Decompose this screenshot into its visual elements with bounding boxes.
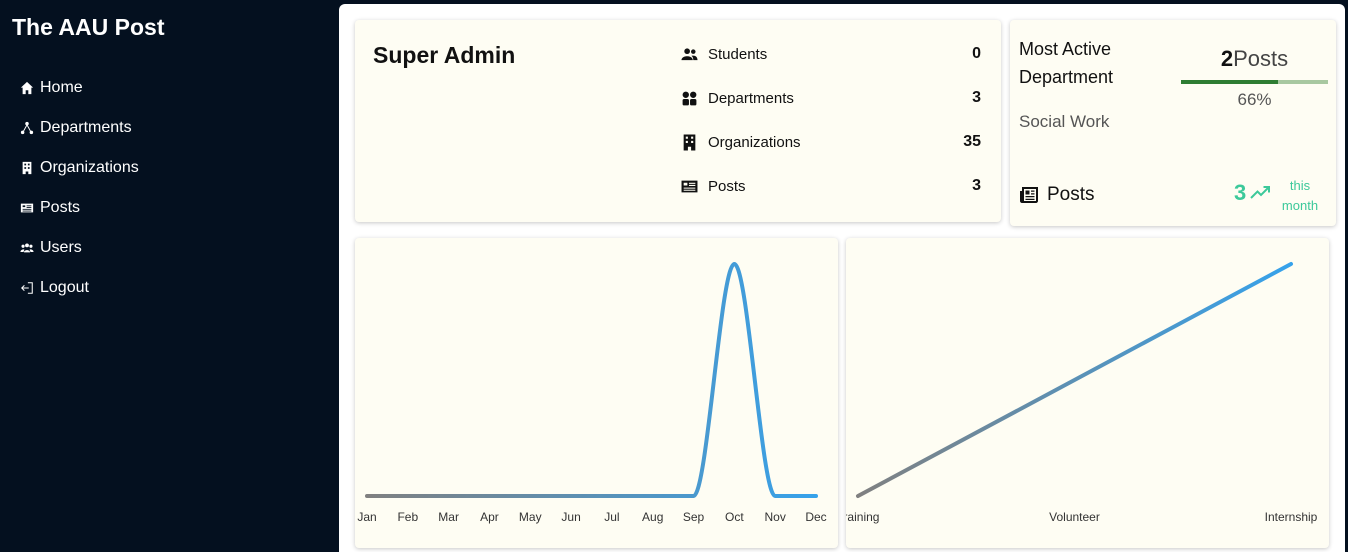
sidebar-item-users[interactable]: Users — [20, 228, 139, 268]
x-tick-label: Mar — [438, 510, 459, 524]
sidebar-item-logout[interactable]: Logout — [20, 268, 139, 308]
most-active-department: Social Work — [1019, 112, 1110, 131]
sidebar-item-label: Organizations — [40, 159, 139, 176]
x-tick-label: Volunteer — [1049, 510, 1100, 524]
stat-value: 0 — [972, 45, 981, 62]
stat-label: Organizations — [708, 133, 801, 151]
x-tick-label: Nov — [765, 510, 786, 524]
stat-value: 3 — [972, 177, 981, 194]
sidebar-item-label: Posts — [40, 199, 81, 216]
brand-title: The AAU Post — [12, 14, 165, 40]
user-group-icon — [681, 46, 708, 63]
sidebar-item-label: Departments — [40, 119, 132, 136]
sidebar-item-home[interactable]: Home — [20, 68, 139, 108]
posts-by-category-chart: Training Volunteer Internship — [846, 238, 1329, 548]
sidebar-item-posts[interactable]: Posts — [20, 188, 139, 228]
stat-label: Posts — [708, 177, 746, 195]
sidebar-item-label: Users — [40, 239, 82, 256]
stat-value: 35 — [963, 133, 981, 150]
x-tick-label: Sep — [683, 510, 705, 524]
posts-count-unit: Posts — [1233, 46, 1289, 71]
most-active-card: Most Active Department Social Work 2Post… — [1010, 20, 1336, 226]
progress-percent: 66% — [1237, 90, 1272, 109]
stat-posts: Posts 3 — [681, 164, 981, 208]
grid-icon — [681, 90, 708, 107]
series-line — [365, 261, 818, 498]
x-tick-label: Aug — [642, 510, 663, 524]
posts-this-month-label: Posts — [1019, 184, 1095, 206]
users-icon — [20, 241, 40, 255]
sidebar-item-departments[interactable]: Departments — [20, 108, 139, 148]
x-tick-label: May — [519, 510, 542, 524]
most-active-title: Most Active Department — [1019, 39, 1114, 87]
stat-departments: Departments 3 — [681, 76, 981, 120]
home-icon — [20, 81, 40, 95]
line-chart-monthly: Jan Feb Mar Apr May Jun Jul Aug Sep Oct Nov Dec — [357, 261, 827, 524]
x-tick-label: Oct — [725, 510, 744, 524]
x-tick-label: Internship — [1265, 510, 1318, 524]
admin-summary-card: Super Admin Students 0 Departments 3 Org… — [355, 20, 1001, 222]
line-chart-category: Training Volunteer Internship — [846, 262, 1318, 524]
newspaper-icon — [20, 201, 40, 215]
progress-bar-fill — [1181, 80, 1279, 84]
monthly-posts-value: 3 — [1234, 180, 1247, 205]
this-month-label: this month — [1281, 178, 1319, 213]
posts-count-value: 2 — [1220, 46, 1234, 71]
sidebar: The AAU Post Home Departments Organizati… — [0, 0, 339, 552]
newspaper-icon — [681, 178, 708, 195]
x-tick-label: Apr — [480, 510, 499, 524]
posts-by-month-chart: Jan Feb Mar Apr May Jun Jul Aug Sep Oct Nov Dec — [355, 238, 838, 548]
sidebar-item-organizations[interactable]: Organizations — [20, 148, 139, 188]
sitemap-icon — [20, 121, 40, 135]
sidebar-item-label: Logout — [40, 279, 89, 296]
newspaper-icon — [1020, 187, 1038, 203]
building-icon — [20, 161, 40, 175]
sidebar-item-label: Home — [40, 79, 83, 96]
x-tick-label: Training — [846, 510, 879, 524]
main-content: Super Admin Students 0 Departments 3 Org… — [339, 4, 1345, 552]
stat-value: 3 — [972, 89, 981, 106]
stat-label: Students — [708, 45, 768, 63]
sidebar-nav: Home Departments Organizations Posts Use… — [20, 68, 139, 308]
x-tick-label: Jul — [604, 510, 619, 524]
trending-up-icon — [1250, 186, 1271, 199]
department-posts-count: 2Posts — [1181, 46, 1328, 72]
stats-list: Students 0 Departments 3 Organizations 3… — [681, 32, 981, 208]
x-tick-label: Jan — [357, 510, 376, 524]
posts-label-text: Posts — [1047, 184, 1095, 205]
x-tick-label: Jun — [561, 510, 580, 524]
monthly-posts-count: 3 — [1234, 180, 1272, 206]
stat-students: Students 0 — [681, 32, 981, 76]
x-tick-label: Dec — [805, 510, 826, 524]
building-icon — [681, 134, 708, 151]
logout-icon — [20, 281, 40, 295]
x-tick-label: Feb — [397, 510, 418, 524]
stat-organizations: Organizations 35 — [681, 120, 981, 164]
series-line — [856, 262, 1293, 498]
progress-bar — [1181, 80, 1328, 84]
stat-label: Departments — [708, 89, 794, 107]
admin-title: Super Admin — [373, 42, 516, 68]
